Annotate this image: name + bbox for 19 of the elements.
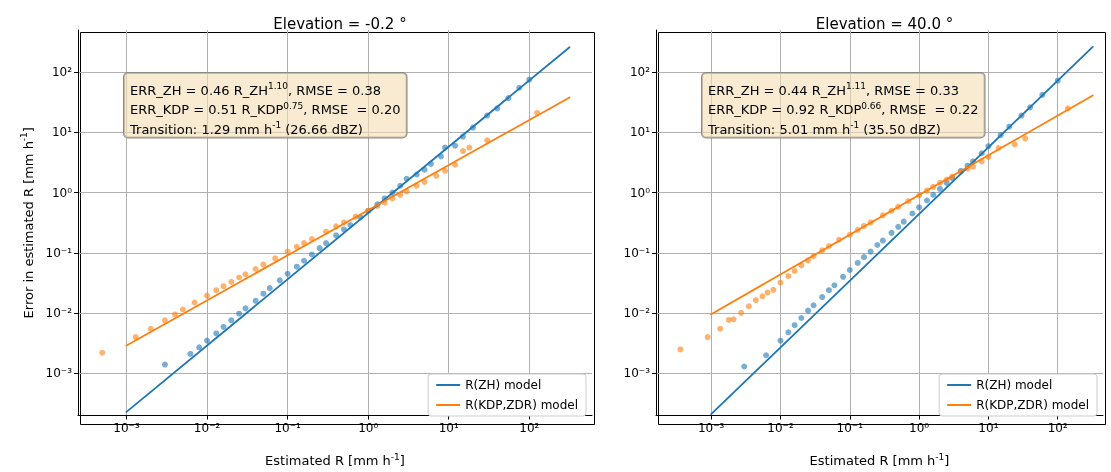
legend-label: R(KDP,ZDR) model: [976, 398, 1089, 412]
y-tick-label: 10⁻¹: [45, 245, 73, 260]
y-axis-title: Error in estimated R [mm h-1]: [19, 127, 36, 319]
y-tick-label: 10⁰: [51, 185, 73, 200]
legend-label: R(ZH) model: [976, 378, 1053, 392]
y-tick-label: 10⁻³: [623, 366, 651, 381]
y-tick-label: 10⁻²: [45, 306, 73, 321]
y-tick-label: 10⁰: [629, 185, 651, 200]
chart-title: Elevation = 40.0 °: [815, 15, 954, 33]
y-tick-label: 10⁻¹: [623, 245, 651, 260]
y-tick-label: 10²: [629, 65, 651, 80]
chart-title: Elevation = -0.2 °: [273, 15, 407, 33]
y-tick-label: 10¹: [51, 125, 73, 140]
y-tick-label: 10⁻³: [45, 366, 73, 381]
y-tick-label: 10²: [51, 65, 73, 80]
legend-label: R(KDP,ZDR) model: [465, 398, 578, 412]
y-tick-label: 10¹: [629, 125, 651, 140]
y-tick-label: 10⁻²: [623, 306, 651, 321]
legend-label: R(ZH) model: [465, 378, 542, 392]
